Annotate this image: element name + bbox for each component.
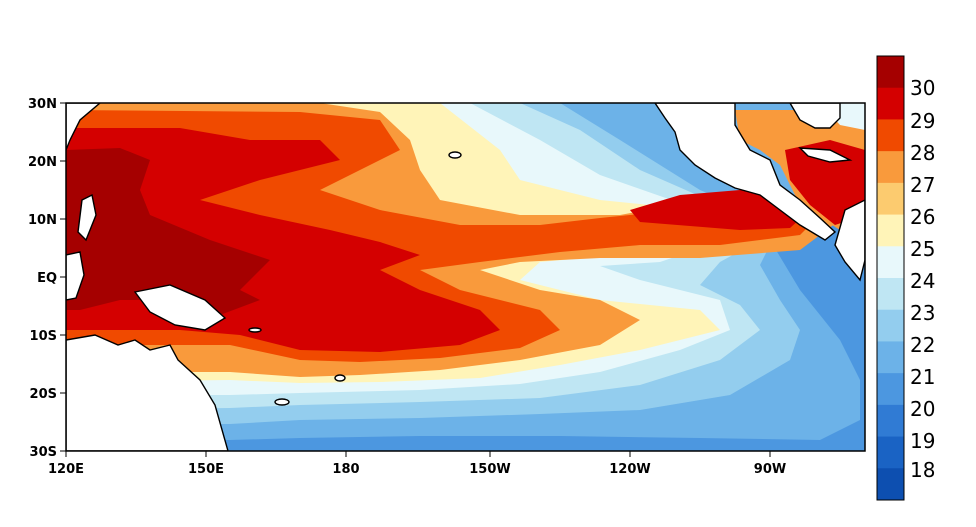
colorbar-swatch [877,341,904,374]
land-north-america [654,103,837,241]
y-tick-label: 10N [28,213,57,228]
y-tick-label: 30N [28,97,57,112]
land-hawaii [448,151,462,159]
colorbar-swatch [877,246,904,279]
colorbar-label: 24 [910,269,935,293]
land-cuba [798,147,853,163]
colorbar-label: 29 [910,109,935,133]
colorbar-swatch [877,309,904,342]
y-tick-label: 20S [30,387,57,402]
colorbar-label: 19 [910,429,935,453]
colorbar-label: 25 [910,237,935,261]
land-south-america [834,199,865,282]
sst-warm-patch-caribbean-core [785,140,865,225]
land-philippines [77,193,97,242]
colorbar-frame [876,55,905,501]
colorbar-swatch [877,56,904,89]
colorbar-label: 28 [910,141,935,165]
land-southeast-us [789,103,841,129]
map-plot-area [66,103,865,451]
colorbar-label: 22 [910,333,935,357]
x-tick-label: 180 [332,462,359,477]
x-tick-label: 120W [609,462,650,477]
land-solomon-islands [248,327,262,333]
land-australia [66,334,229,451]
land-indonesia [66,251,85,301]
x-tick-label: 120E [48,462,84,477]
sst-band-30 [66,148,270,315]
colorbar-swatch [877,468,904,501]
land-masses [66,103,865,451]
colorbar-label: 30 [910,76,935,100]
x-tick-label: 150E [188,462,224,477]
colorbar-swatch [877,151,904,184]
colorbar-swatch [877,182,904,216]
x-tick-label: 90W [754,462,786,477]
colorbar-swatch [877,214,904,247]
colorbar-swatch [877,119,904,152]
colorbar-label: 21 [910,365,935,389]
colorbar-swatch [877,436,904,469]
sst-warm-patch-east [630,190,810,230]
colorbar-swatch [877,87,904,120]
land-new-caledonia [274,398,290,406]
y-tick-label: 20N [28,155,57,170]
land-new-guinea [133,284,227,331]
y-tick-label: 30S [30,445,57,460]
colorbar-swatch [877,404,904,438]
colorbar: 30 29 28 27 26 25 24 23 22 21 20 19 18 [876,55,935,501]
x-axis: 120E 150E 180 150W 120W 90W [48,451,786,477]
colorbar-label: 18 [910,458,935,482]
land-asia [66,103,102,151]
colorbar-swatch [877,373,904,406]
x-tick-label: 150W [469,462,510,477]
colorbar-label: 27 [910,173,935,197]
colorbar-swatch [877,278,904,311]
y-tick-label: EQ [37,271,57,286]
y-tick-label: 10S [30,329,57,344]
y-axis: 30N 20N 10N EQ 10S 20S 30S [28,97,66,460]
colorbar-label: 23 [910,301,935,325]
colorbar-label: 20 [910,397,935,421]
colorbar-label: 26 [910,205,935,229]
colorbar-swatches [877,56,904,501]
land-fiji [334,374,346,382]
